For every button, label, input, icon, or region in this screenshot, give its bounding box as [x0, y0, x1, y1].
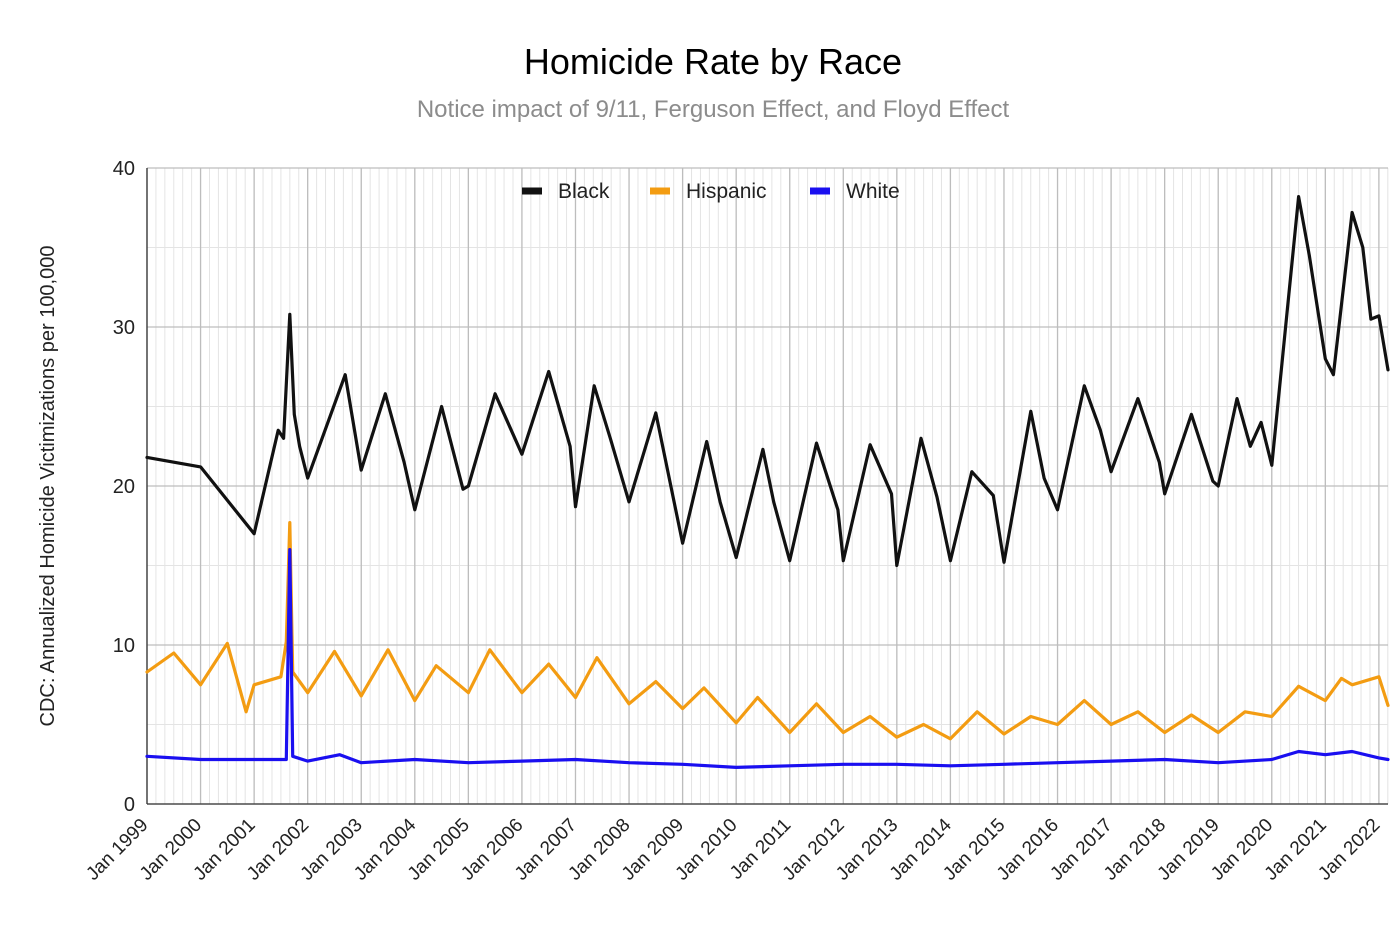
chart-subtitle: Notice impact of 9/11, Ferguson Effect, … — [417, 96, 1010, 123]
series-line-black — [145, 195, 1390, 568]
y-tick-label: 10 — [113, 635, 135, 657]
chart-title: Homicide Rate by Race — [524, 41, 902, 82]
series-line-white — [145, 548, 1390, 769]
series-line-hispanic — [145, 521, 1390, 741]
legend-label-hispanic: Hispanic — [686, 180, 767, 203]
y-tick-label: 20 — [113, 476, 135, 498]
y-tick-label: 30 — [113, 317, 135, 339]
legend-label-black: Black — [558, 180, 610, 203]
legend: Black Hispanic White — [522, 180, 900, 203]
y-axis-label: CDC: Annualized Homicide Victimizations … — [37, 246, 59, 727]
y-tick-label: 0 — [124, 794, 135, 816]
legend-label-white: White — [846, 180, 900, 203]
y-tick-label: 40 — [113, 158, 135, 180]
